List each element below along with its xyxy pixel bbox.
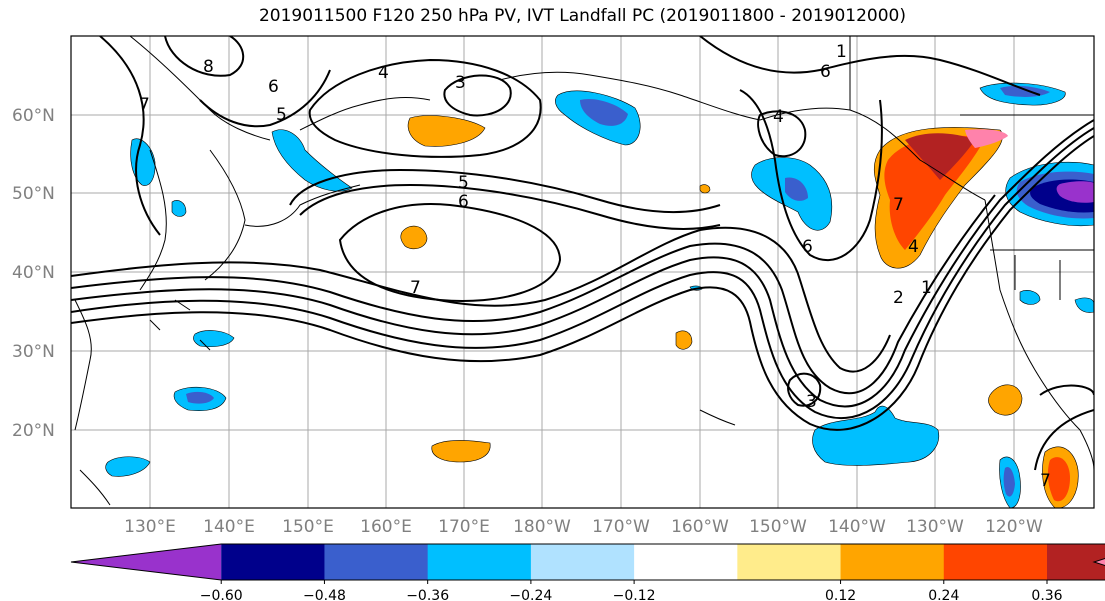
lon-label: 140°E — [203, 517, 255, 537]
colorbar-segment — [324, 544, 429, 580]
colorbar-tick-label: −0.48 — [303, 588, 346, 601]
contour-label: 1 — [836, 42, 847, 62]
negative-anomaly-subtropical — [812, 405, 940, 466]
contour-label: 4 — [908, 237, 919, 257]
negative-anomaly-japan — [271, 129, 353, 192]
lon-label: 170°W — [592, 517, 650, 537]
contour-label: 8 — [203, 57, 214, 77]
colorbar-segment — [530, 544, 635, 580]
lon-label: 160°E — [360, 517, 412, 537]
pv-contours — [71, 36, 1094, 471]
lon-label: 170°E — [438, 517, 490, 537]
colorbar — [70, 543, 1105, 584]
contour-label: 7 — [1040, 471, 1051, 491]
colorbar-segment — [943, 544, 1048, 580]
contour-label: 3 — [455, 73, 466, 93]
ivt-anomaly-shading — [105, 82, 1094, 508]
colorbar-segment — [840, 544, 945, 580]
longitude-labels: 130°E 140°E 150°E 160°E 170°E 180°W 170°… — [124, 517, 1043, 537]
contour-label: 7 — [139, 95, 150, 115]
lon-label: 120°W — [985, 517, 1043, 537]
colorbar-segment — [221, 544, 325, 580]
colorbar-extend-high — [1094, 558, 1105, 566]
lon-label: 180°W — [513, 517, 571, 537]
colorbar-tick-label: −0.60 — [200, 588, 243, 601]
contour-label: 7 — [410, 278, 421, 298]
colorbar-segment — [737, 544, 842, 580]
colorbar-segment — [427, 544, 532, 580]
lon-label: 130°W — [906, 517, 964, 537]
contour-label: 7 — [893, 195, 904, 215]
lon-label: 140°W — [828, 517, 886, 537]
map-frame — [70, 35, 1095, 509]
colorbar-tick-label: 0.36 — [1031, 588, 1062, 601]
contour-label: 5 — [276, 105, 287, 125]
lon-label: 160°W — [671, 517, 729, 537]
contour-label: 2 — [893, 288, 904, 308]
contour-label: 6 — [802, 237, 813, 257]
lat-label: 30°N — [12, 342, 55, 362]
contour-label: 3 — [806, 392, 817, 412]
colorbar-extend-low — [71, 544, 222, 580]
contour-label: 4 — [773, 107, 784, 127]
lon-label: 150°W — [749, 517, 807, 537]
colorbar-tick-labels: −0.60−0.48−0.36−0.24−0.120.120.240.360.4… — [200, 588, 1063, 601]
colorbar-tick-label: −0.12 — [613, 588, 656, 601]
colorbar-segment — [634, 544, 738, 580]
coastlines — [74, 36, 1094, 506]
contour-label: 6 — [458, 192, 469, 212]
lon-label: 130°E — [124, 517, 176, 537]
lon-label: 150°E — [282, 517, 334, 537]
colorbar-tick-label: 0.12 — [825, 588, 856, 601]
contour-label: 1 — [921, 278, 932, 298]
contour-label: 5 — [458, 173, 469, 193]
lat-label: 60°N — [12, 106, 55, 126]
lat-label: 50°N — [12, 184, 55, 204]
contour-label: 6 — [820, 62, 831, 82]
map-title: 2019011500 F120 250 hPa PV, IVT Landfall… — [258, 6, 906, 26]
lat-label: 20°N — [12, 421, 55, 441]
colorbar-tick-label: 0.24 — [928, 588, 959, 601]
contour-labels: 1 6 8 7 6 5 4 3 5 6 7 4 6 7 4 2 1 3 7 — [139, 42, 1051, 491]
contour-label: 4 — [378, 63, 389, 83]
latitude-labels: 60°N 50°N 40°N 30°N 20°N — [12, 106, 55, 441]
positive-anomaly-north-pacific — [407, 115, 486, 147]
lat-label: 40°N — [12, 263, 55, 283]
colorbar-tick-label: −0.24 — [509, 588, 552, 601]
contour-label: 6 — [268, 77, 279, 97]
colorbar-tick-label: −0.36 — [406, 588, 449, 601]
